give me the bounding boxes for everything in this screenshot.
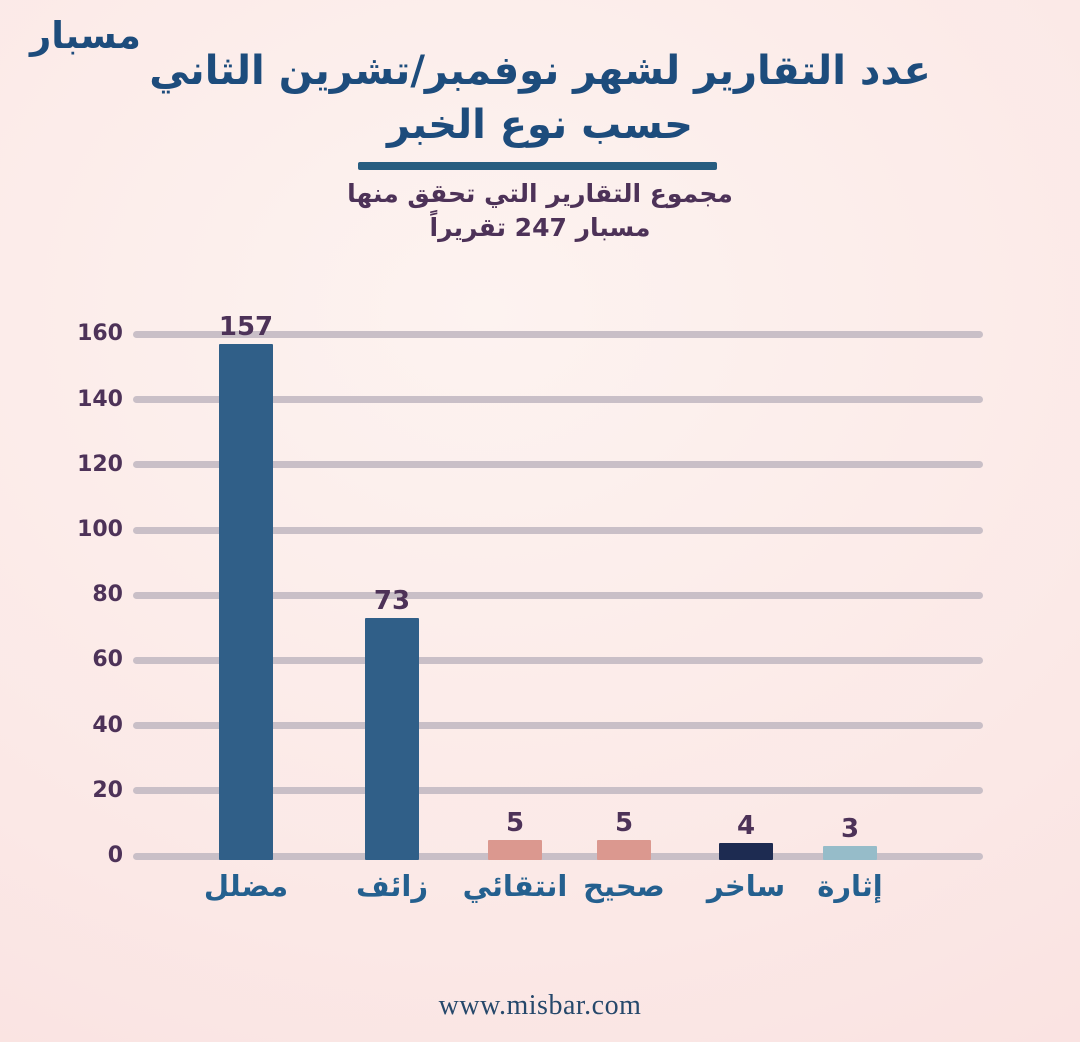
gridline-20 — [133, 787, 983, 795]
chart-title: عدد التقارير لشهر نوفمبر/تشرين الثاني حس… — [0, 44, 1080, 152]
misbar-logo: مسبار — [30, 14, 141, 57]
x-category-label-fake: زائف — [355, 869, 429, 903]
x-category-label-misleading: مضلل — [203, 869, 289, 903]
chart-subtitle: مجموع التقارير التي تحقق منها مسبار 247 … — [0, 177, 1080, 245]
y-axis-tick-label-140: 140 — [77, 386, 123, 412]
y-axis-tick-label-80: 80 — [92, 582, 123, 608]
x-category-label-selective: انتقائي — [462, 869, 568, 903]
bar-value-label-true: 5 — [614, 807, 634, 838]
x-category-label-sensational: إثارة — [817, 869, 883, 903]
x-category-label-satirical: ساخر — [706, 869, 786, 903]
title-divider — [358, 162, 717, 170]
y-axis-tick-label-100: 100 — [77, 517, 123, 542]
chart-subtitle-line1: مجموع التقارير التي تحقق منها — [347, 179, 733, 208]
chart-title-line1: عدد التقارير لشهر نوفمبر/تشرين الثاني — [149, 48, 931, 94]
gridline-0 — [133, 852, 983, 860]
bar-value-label-sensational: 3 — [840, 814, 860, 845]
gridline-140 — [133, 396, 983, 404]
bar-true — [597, 839, 651, 860]
bar-value-label-misleading: 157 — [218, 312, 274, 343]
y-axis-tick-label-160: 160 — [77, 321, 123, 347]
y-axis-tick-label-60: 60 — [92, 647, 123, 673]
y-axis-tick-label-40: 40 — [92, 712, 123, 738]
bar-selective — [488, 839, 542, 860]
bar-satirical — [719, 842, 773, 860]
website-url: www.misbar.com — [438, 990, 642, 1021]
gridline-100 — [133, 526, 983, 534]
gridline-40 — [133, 722, 983, 730]
bar-fake — [365, 618, 419, 860]
y-axis-tick-label-120: 120 — [77, 451, 123, 477]
gridline-80 — [133, 591, 983, 599]
gridline-160 — [133, 330, 983, 338]
bar-value-label-fake: 73 — [373, 586, 411, 617]
y-axis-tick-label-20: 20 — [92, 777, 123, 803]
y-axis-tick-label-0: 0 — [107, 843, 123, 868]
chart-subtitle-line2: مسبار 247 تقريراً — [429, 213, 651, 242]
gridline-60 — [133, 656, 983, 664]
bar-sensational — [823, 846, 877, 860]
bar-value-label-selective: 5 — [505, 807, 525, 838]
bar-value-label-satirical: 4 — [736, 810, 756, 841]
gridline-120 — [133, 461, 983, 469]
x-category-label-true: صحيح — [583, 869, 665, 903]
chart-title-line2: حسب نوع الخبر — [387, 102, 693, 148]
bar-misleading — [219, 344, 273, 860]
